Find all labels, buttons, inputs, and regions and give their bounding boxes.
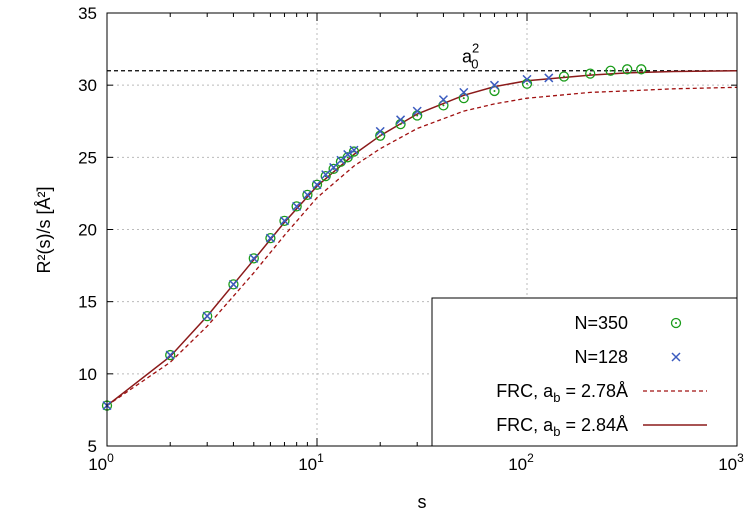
legend-swatch-dot: [675, 322, 677, 324]
point-n350: [395, 118, 406, 130]
reference-line-label: a2 0: [462, 41, 479, 72]
point-n350: [489, 85, 500, 97]
y-tick-label: 5: [88, 437, 97, 456]
point-n350: [375, 130, 386, 141]
point-n128: [249, 253, 259, 263]
point-marker: [328, 163, 339, 175]
point-marker: [636, 64, 647, 75]
point-marker: [311, 179, 323, 190]
point-marker: [558, 71, 570, 82]
point-n128: [321, 170, 331, 180]
point-n350: [558, 71, 570, 82]
point-marker: [279, 215, 290, 226]
point-n128: [544, 73, 554, 83]
point-center: [462, 97, 465, 100]
point-marker: [228, 279, 239, 290]
point-marker: [265, 233, 276, 244]
point-n350: [438, 100, 449, 111]
point-marker: [585, 68, 596, 79]
point-marker: [458, 93, 469, 104]
point-n350: [605, 65, 616, 76]
y-tick-label: 15: [78, 293, 97, 312]
point-marker: [438, 100, 449, 111]
y-tick-label: 25: [78, 148, 97, 167]
y-tick-label: 10: [78, 365, 97, 384]
legend-label: N=128: [574, 347, 628, 367]
point-n128: [312, 180, 322, 190]
point-marker: [489, 85, 500, 97]
point-n128: [396, 115, 406, 125]
point-marker: [320, 170, 331, 182]
point-center: [442, 104, 445, 107]
point-n350: [622, 64, 633, 75]
point-marker: [302, 189, 313, 201]
legend-swatch-circle: [670, 317, 682, 329]
x-axis-title: s: [418, 492, 427, 512]
point-n128: [522, 74, 532, 84]
series-line: [106, 86, 738, 407]
point-center: [562, 75, 565, 78]
point-n128: [489, 80, 500, 90]
point-n128: [165, 350, 175, 360]
legend-label: N=350: [574, 313, 628, 333]
point-marker: [622, 64, 633, 75]
point-marker: [291, 201, 302, 212]
point-n128: [438, 95, 448, 105]
point-center: [493, 89, 496, 92]
point-n128: [292, 201, 302, 211]
point-n350: [636, 64, 647, 75]
y-axis-title: R²(s)/s [Å²]: [34, 187, 54, 274]
legend: N=350 N=128 FRC, ab = 2.78Å FRC, ab = 2.84Å: [431, 297, 738, 447]
y-tick-label: 30: [78, 76, 97, 95]
x-tick-label: 101: [298, 451, 324, 474]
legend-label: FRC, ab = 2.78Å: [496, 381, 628, 405]
point-n128: [412, 106, 422, 116]
y-tick-label: 35: [78, 4, 97, 23]
x-tick-label: 102: [508, 451, 534, 474]
point-n128: [459, 87, 469, 97]
point-center: [526, 82, 528, 85]
point-n128: [202, 311, 212, 321]
series-layer: [101, 64, 738, 411]
point-marker: [248, 253, 259, 264]
point-center: [626, 68, 629, 71]
point-center: [609, 69, 612, 72]
legend-label: FRC, ab = 2.84Å: [496, 415, 628, 439]
point-n350: [585, 68, 596, 79]
point-marker: [348, 146, 360, 157]
point-n128: [279, 216, 290, 226]
point-center: [399, 123, 402, 126]
point-marker: [202, 310, 213, 322]
point-n128: [329, 162, 339, 172]
point-marker: [605, 65, 616, 76]
point-n128: [349, 145, 359, 155]
point-n128: [228, 279, 238, 289]
reference-line-group: a2 0: [107, 41, 737, 72]
legend-box: [431, 297, 738, 447]
x-tick-label: 100: [88, 451, 114, 474]
x-tick-label: 103: [718, 451, 744, 474]
point-n128: [302, 190, 312, 200]
axis-ticks: 5 10 15 20 25 30 35 100 101 102 103: [78, 4, 744, 474]
legend-swatch-cross: [671, 352, 681, 362]
point-center: [640, 68, 643, 71]
point-center: [416, 114, 419, 117]
point-center: [589, 72, 592, 75]
point-center: [346, 156, 349, 159]
y-tick-label: 20: [78, 221, 97, 240]
point-center: [379, 134, 382, 137]
point-n350: [458, 93, 469, 104]
point-n128: [343, 149, 353, 159]
point-marker: [165, 349, 176, 361]
point-n128: [375, 126, 385, 136]
point-n128: [265, 233, 275, 243]
